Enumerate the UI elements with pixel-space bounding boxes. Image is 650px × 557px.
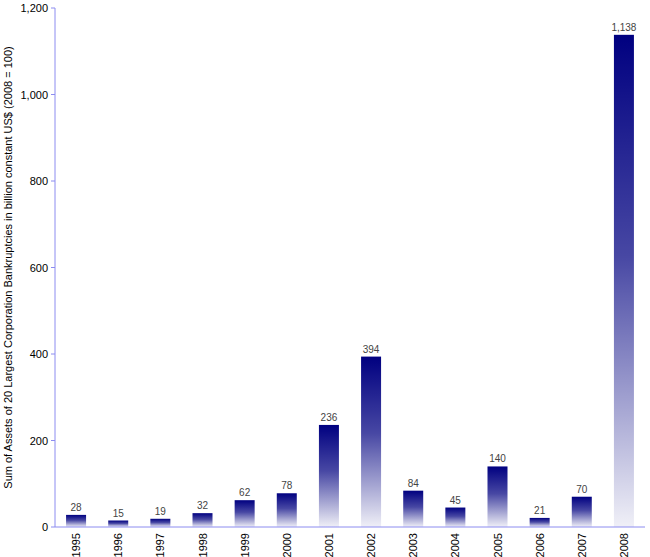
- x-tick-label: 1995: [70, 533, 82, 557]
- x-tick-label: 2004: [449, 533, 461, 557]
- bar: [319, 425, 339, 527]
- x-tick-label: 2000: [281, 533, 293, 557]
- x-tick-label: 2005: [492, 533, 504, 557]
- x-tick-label: 2003: [407, 533, 419, 557]
- y-tick: [51, 94, 55, 95]
- x-tick-label: 2008: [618, 533, 630, 557]
- data-label: 45: [450, 495, 462, 506]
- bar: [235, 500, 255, 527]
- x-tick-label: 2006: [534, 533, 546, 557]
- data-label: 394: [363, 344, 380, 355]
- bar: [488, 466, 508, 527]
- data-label: 21: [534, 505, 546, 516]
- data-label: 236: [321, 412, 338, 423]
- y-tick-label: 400: [30, 348, 48, 360]
- bar: [66, 515, 86, 527]
- chart-container: 28 15 19 32 62 78 236 394 84 45 140 21 70 1,138 0 200 40…: [0, 0, 650, 557]
- bar: [445, 508, 465, 527]
- y-tick-label: 0: [42, 521, 48, 533]
- bar: [277, 493, 297, 527]
- y-tick-label: 200: [30, 435, 48, 447]
- y-tick: [51, 267, 55, 268]
- x-tick-label: 1996: [112, 533, 124, 557]
- data-label: 70: [576, 484, 588, 495]
- bar: [108, 521, 128, 527]
- bar: [572, 497, 592, 527]
- data-label: 140: [489, 453, 506, 464]
- data-label: 62: [239, 487, 251, 498]
- y-tick-label: 1,000: [20, 89, 48, 101]
- bar: [193, 513, 213, 527]
- x-tick-label: 1998: [197, 533, 209, 557]
- y-tick: [51, 440, 55, 441]
- x-tick-label: 1997: [154, 533, 166, 557]
- y-tick: [51, 8, 55, 9]
- y-tick: [51, 354, 55, 355]
- chart-svg: 28 15 19 32 62 78 236 394 84 45 140 21 70 1,138 0 200 40…: [0, 0, 650, 557]
- data-label: 15: [113, 508, 125, 519]
- y-tick-label: 600: [30, 262, 48, 274]
- bars: [66, 35, 634, 527]
- data-label: 19: [155, 506, 167, 517]
- data-label: 1,138: [611, 22, 636, 33]
- data-label: 84: [408, 478, 420, 489]
- x-tick-label: 1999: [239, 533, 251, 557]
- bar: [361, 357, 381, 527]
- x-tick-label: 2001: [323, 533, 335, 557]
- bar: [530, 518, 550, 527]
- y-axis-title: Sum of Assets of 20 Largest Corporation …: [2, 46, 14, 488]
- bar: [403, 491, 423, 527]
- data-label: 32: [197, 500, 209, 511]
- bar: [150, 519, 170, 527]
- x-tick-label: 2007: [576, 533, 588, 557]
- y-tick-label: 800: [30, 175, 48, 187]
- y-tick-label: 1,200: [20, 2, 48, 14]
- x-axis-line: [55, 527, 645, 528]
- bar: [614, 35, 634, 527]
- y-tick: [51, 527, 55, 528]
- data-label: 78: [281, 480, 293, 491]
- x-tick-label: 2002: [365, 533, 377, 557]
- data-label: 28: [71, 502, 83, 513]
- y-tick: [51, 181, 55, 182]
